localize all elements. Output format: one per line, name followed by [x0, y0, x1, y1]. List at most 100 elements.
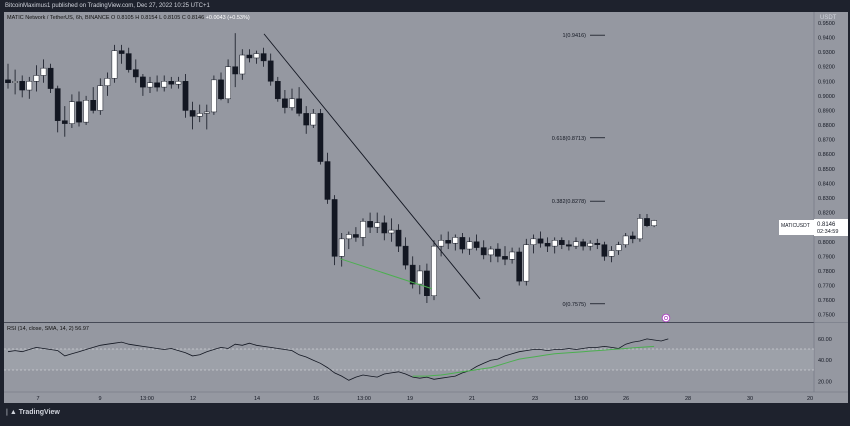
bear-candle[interactable] [402, 237, 409, 270]
bear-candle[interactable] [296, 87, 302, 117]
bear-candle[interactable] [189, 101, 196, 130]
bear-candle[interactable] [76, 91, 82, 127]
bull-candle[interactable] [175, 76, 182, 89]
bear-candle[interactable] [324, 152, 331, 204]
bull-candle[interactable] [431, 240, 437, 301]
bear-candle[interactable] [218, 72, 224, 101]
bull-candle[interactable] [651, 219, 657, 228]
bull-candle[interactable] [196, 104, 203, 123]
bull-candle[interactable] [622, 233, 629, 248]
bull-candle[interactable] [608, 246, 615, 263]
bear-candle[interactable] [140, 74, 146, 96]
bull-candle[interactable] [587, 240, 594, 251]
tradingview-logo[interactable]: ❘▲ TradingView [4, 408, 60, 416]
bull-candle[interactable] [239, 49, 246, 80]
bear-candle[interactable] [516, 247, 523, 286]
price-pane[interactable] [4, 12, 814, 322]
bear-candle[interactable] [125, 47, 132, 73]
rsi-ma-line[interactable] [412, 345, 655, 377]
bull-candle[interactable] [225, 59, 231, 104]
bear-candle[interactable] [473, 234, 480, 251]
bull-candle[interactable] [360, 218, 366, 247]
bull-candle[interactable] [530, 234, 537, 254]
bear-candle[interactable] [367, 212, 373, 234]
bear-candle[interactable] [629, 231, 636, 244]
bear-candle[interactable] [480, 240, 487, 260]
bull-candle[interactable] [615, 241, 622, 255]
bear-candle[interactable] [260, 47, 267, 67]
bear-candle[interactable] [61, 106, 68, 137]
bull-candle[interactable] [416, 265, 423, 295]
bear-candle[interactable] [317, 109, 324, 165]
bear-candle[interactable] [395, 224, 402, 252]
bear-candle[interactable] [381, 215, 388, 241]
bear-candle[interactable] [47, 63, 54, 93]
bear-candle[interactable] [445, 231, 452, 250]
bull-candle[interactable] [637, 214, 643, 242]
event-icon[interactable] [661, 313, 671, 323]
rsi-legend[interactable]: RSI (14, close, SMA, 14, 2) 56.97 [7, 326, 89, 332]
bull-candle[interactable] [211, 75, 217, 115]
bear-candle[interactable] [182, 74, 189, 118]
bull-candle[interactable] [97, 78, 104, 115]
bear-candle[interactable] [154, 75, 160, 92]
bear-candle[interactable] [118, 44, 125, 64]
bear-candle[interactable] [537, 231, 544, 248]
rsi-line[interactable] [7, 338, 669, 381]
bear-candle[interactable] [594, 238, 601, 250]
bull-candle[interactable] [12, 69, 18, 95]
bear-candle[interactable] [267, 53, 274, 86]
bull-candle[interactable] [147, 76, 153, 93]
bull-candle[interactable] [69, 94, 75, 128]
bear-candle[interactable] [424, 263, 430, 304]
bull-candle[interactable] [310, 109, 317, 128]
bear-candle[interactable] [5, 63, 11, 89]
bull-candle[interactable] [83, 95, 89, 126]
bear-candle[interactable] [495, 243, 501, 263]
bull-candle[interactable] [161, 75, 168, 92]
bull-candle[interactable] [551, 237, 558, 254]
bear-candle[interactable] [644, 214, 650, 228]
bear-candle[interactable] [19, 75, 26, 98]
bull-candle[interactable] [104, 72, 111, 96]
bull-candle[interactable] [374, 212, 381, 234]
bull-candle[interactable] [203, 104, 210, 130]
bear-candle[interactable] [168, 76, 175, 89]
bear-candle[interactable] [409, 256, 416, 289]
bear-candle[interactable] [132, 59, 139, 83]
bear-candle[interactable] [580, 238, 586, 251]
bear-candle[interactable] [246, 49, 253, 63]
bear-candle[interactable] [566, 240, 572, 251]
bull-candle[interactable] [438, 234, 444, 257]
bull-candle[interactable] [111, 44, 118, 83]
resistance-trendline[interactable] [263, 33, 481, 300]
bear-candle[interactable] [459, 233, 466, 254]
bull-candle[interactable] [289, 88, 295, 111]
bull-candle[interactable] [388, 218, 395, 242]
bear-candle[interactable] [502, 246, 508, 266]
bull-candle[interactable] [40, 59, 47, 83]
bull-candle[interactable] [452, 234, 459, 251]
bull-candle[interactable] [338, 233, 345, 267]
bear-candle[interactable] [54, 85, 61, 133]
bull-candle[interactable] [523, 238, 530, 286]
bull-candle[interactable] [466, 237, 473, 255]
bear-candle[interactable] [232, 33, 239, 88]
bull-candle[interactable] [33, 65, 40, 92]
bear-candle[interactable] [601, 241, 608, 261]
bull-candle[interactable] [509, 247, 515, 264]
bull-candle[interactable] [573, 237, 579, 250]
bear-candle[interactable] [274, 76, 281, 102]
bull-candle[interactable] [345, 231, 352, 250]
bear-candle[interactable] [558, 237, 565, 250]
bull-candle[interactable] [26, 76, 33, 99]
bull-candle[interactable] [487, 246, 494, 263]
symbol-legend[interactable]: MATIC Network / TetherUS, 6h, BINANCE O … [7, 15, 250, 21]
bear-candle[interactable] [282, 90, 288, 114]
support-trendline[interactable] [339, 258, 433, 290]
bear-candle[interactable] [331, 195, 338, 266]
price-axis-bg[interactable] [814, 12, 848, 392]
bear-candle[interactable] [353, 227, 359, 242]
bear-candle[interactable] [544, 237, 551, 252]
